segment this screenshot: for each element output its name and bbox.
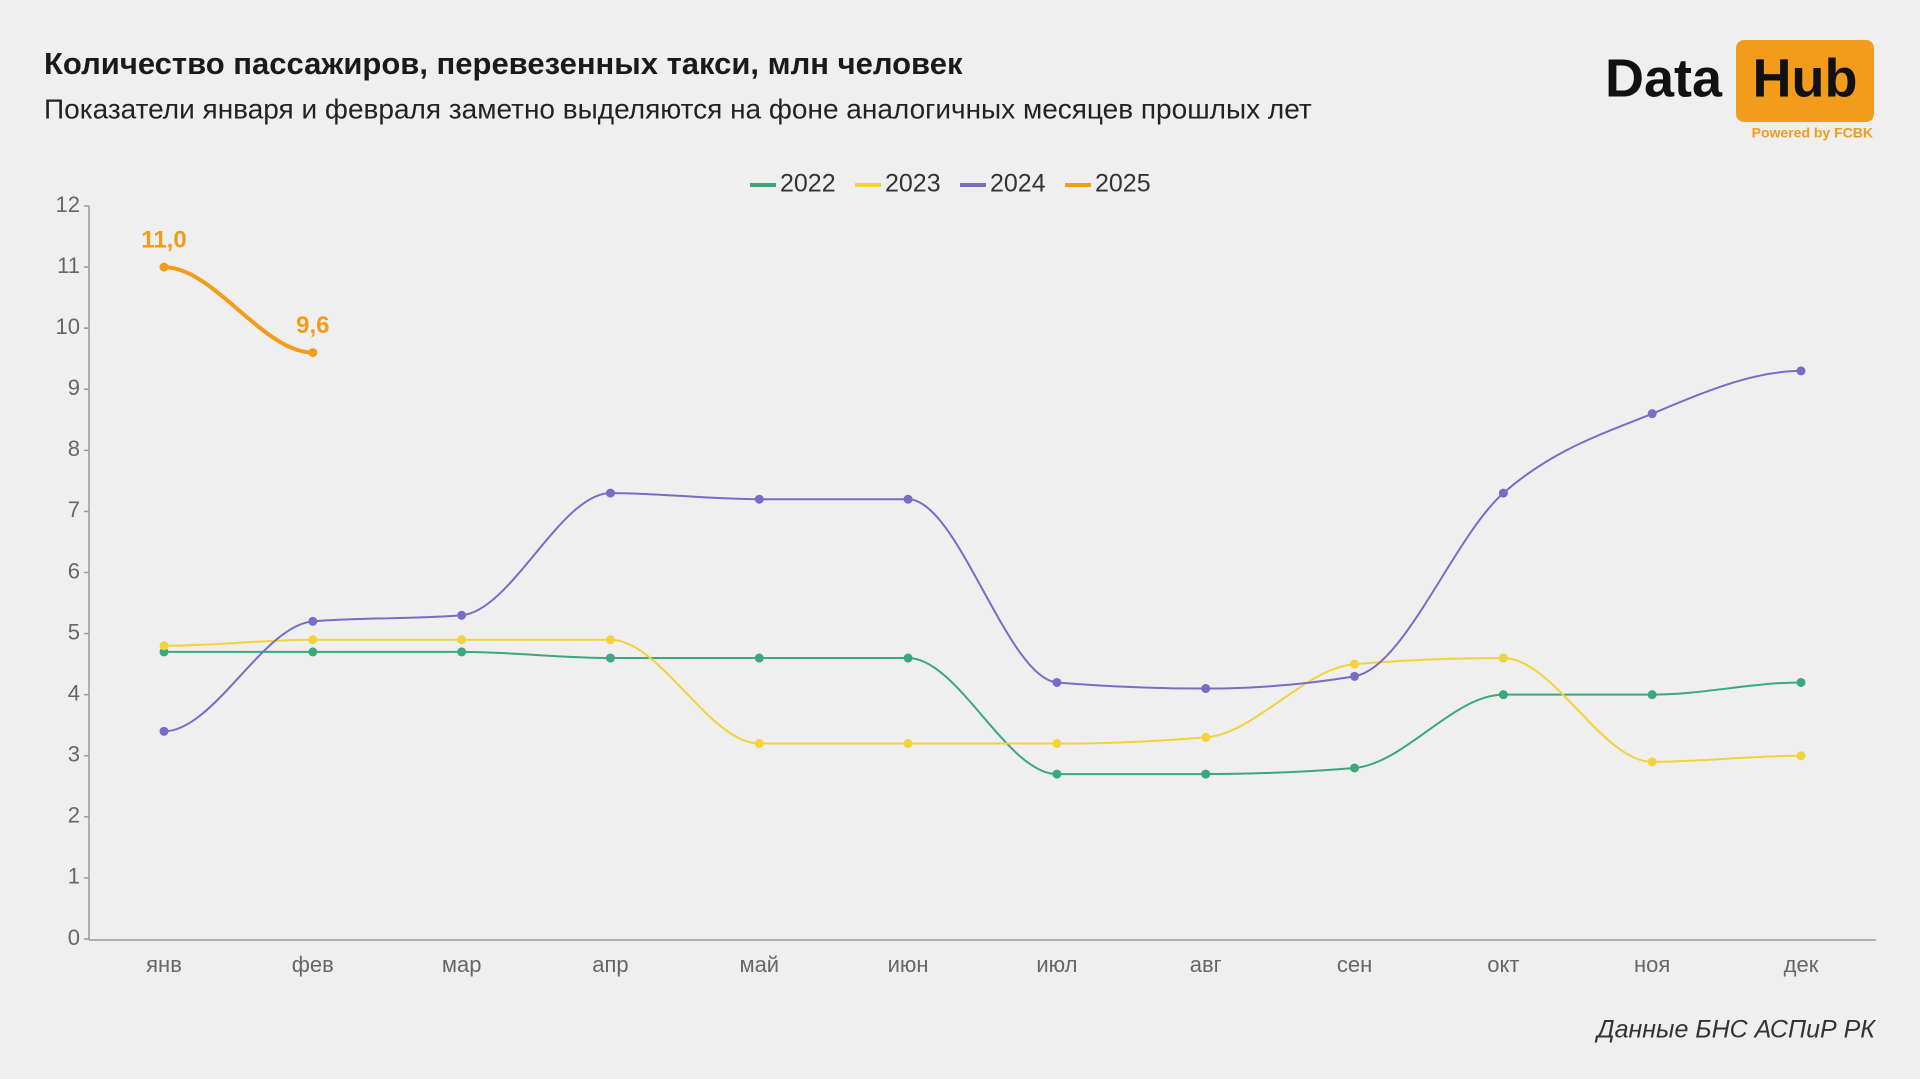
data-point bbox=[159, 641, 169, 651]
data-point bbox=[308, 647, 318, 657]
y-tick-label: 5 bbox=[68, 619, 80, 644]
data-label: 9,6 bbox=[296, 312, 329, 339]
legend-label: 2024 bbox=[990, 170, 1046, 198]
series-line bbox=[163, 265, 313, 355]
y-tick-label: 9 bbox=[68, 375, 80, 400]
data-point bbox=[308, 635, 318, 645]
y-tick-label: 10 bbox=[56, 314, 80, 339]
data-point bbox=[1647, 757, 1657, 767]
x-tick-label: июл bbox=[1036, 952, 1077, 977]
logo-text: Hub bbox=[1753, 48, 1858, 108]
x-tick-label: ноя bbox=[1634, 952, 1670, 977]
data-label: 11,0 bbox=[141, 226, 186, 253]
y-tick-label: 4 bbox=[68, 680, 80, 705]
x-tick-label: авг bbox=[1190, 952, 1222, 977]
y-tick-label: 3 bbox=[68, 742, 80, 767]
data-point bbox=[1350, 659, 1360, 669]
x-tick-label: июн bbox=[888, 952, 929, 977]
source: Данные БНС АСПиР РК bbox=[1594, 1016, 1876, 1044]
x-tick-label: окт bbox=[1487, 952, 1519, 977]
y-tick-label: 6 bbox=[68, 558, 80, 583]
x-tick-label: янв bbox=[146, 952, 182, 977]
logo-box bbox=[1736, 40, 1874, 122]
data-point bbox=[1052, 769, 1062, 779]
data-point bbox=[1201, 684, 1211, 694]
data-point bbox=[1796, 751, 1806, 761]
x-tick-label: дек bbox=[1784, 952, 1819, 977]
data-point bbox=[1498, 488, 1508, 498]
x-tick-label: май bbox=[739, 952, 779, 977]
y-tick-label: 7 bbox=[68, 497, 80, 522]
data-point bbox=[1647, 409, 1657, 419]
legend-label: 2025 bbox=[1095, 170, 1151, 198]
y-tick-label: 8 bbox=[68, 436, 80, 461]
data-point bbox=[605, 653, 615, 663]
data-point bbox=[457, 647, 467, 657]
logo-text: Data bbox=[1605, 48, 1723, 108]
data-point bbox=[159, 262, 169, 272]
data-point bbox=[754, 653, 764, 663]
chart-subtitle: Показатели января и февраля заметно выде… bbox=[44, 93, 1312, 124]
series-line bbox=[163, 638, 1802, 763]
legend-label: 2022 bbox=[780, 170, 836, 198]
data-point bbox=[1052, 677, 1062, 687]
logo-tagline: Powered by FCBK bbox=[1752, 125, 1873, 141]
legend-label: 2023 bbox=[885, 170, 941, 198]
data-point bbox=[754, 739, 764, 749]
data-point bbox=[1201, 769, 1211, 779]
series-line bbox=[164, 650, 1802, 776]
y-tick-label: 11 bbox=[57, 253, 80, 278]
data-point bbox=[1647, 690, 1657, 700]
x-tick-label: мар bbox=[442, 952, 482, 977]
data-point bbox=[903, 653, 913, 663]
data-point bbox=[1796, 366, 1806, 376]
data-point bbox=[903, 739, 913, 749]
y-tick-label: 0 bbox=[68, 925, 80, 950]
y-tick-label: 1 bbox=[68, 864, 80, 889]
y-tick-label: 2 bbox=[68, 803, 80, 828]
data-point bbox=[1052, 739, 1062, 749]
x-tick-label: сен bbox=[1337, 952, 1372, 977]
x-tick-label: фев bbox=[292, 952, 334, 977]
data-point bbox=[457, 610, 467, 620]
data-point bbox=[159, 726, 169, 736]
data-point bbox=[1498, 690, 1508, 700]
data-point bbox=[605, 635, 615, 645]
data-point bbox=[903, 494, 913, 504]
x-tick-label: апр bbox=[592, 952, 628, 977]
data-point bbox=[1498, 653, 1508, 663]
data-point bbox=[605, 488, 615, 498]
data-point bbox=[308, 348, 318, 358]
data-point bbox=[1796, 677, 1806, 687]
data-point bbox=[1201, 732, 1211, 742]
data-point bbox=[457, 635, 467, 645]
data-point bbox=[754, 494, 764, 504]
data-point bbox=[308, 616, 318, 626]
data-point bbox=[1350, 763, 1360, 773]
chart-title: Количество пассажиров, перевезенных такс… bbox=[44, 46, 963, 81]
y-tick-label: 12 bbox=[56, 192, 80, 217]
data-point bbox=[1350, 671, 1360, 681]
